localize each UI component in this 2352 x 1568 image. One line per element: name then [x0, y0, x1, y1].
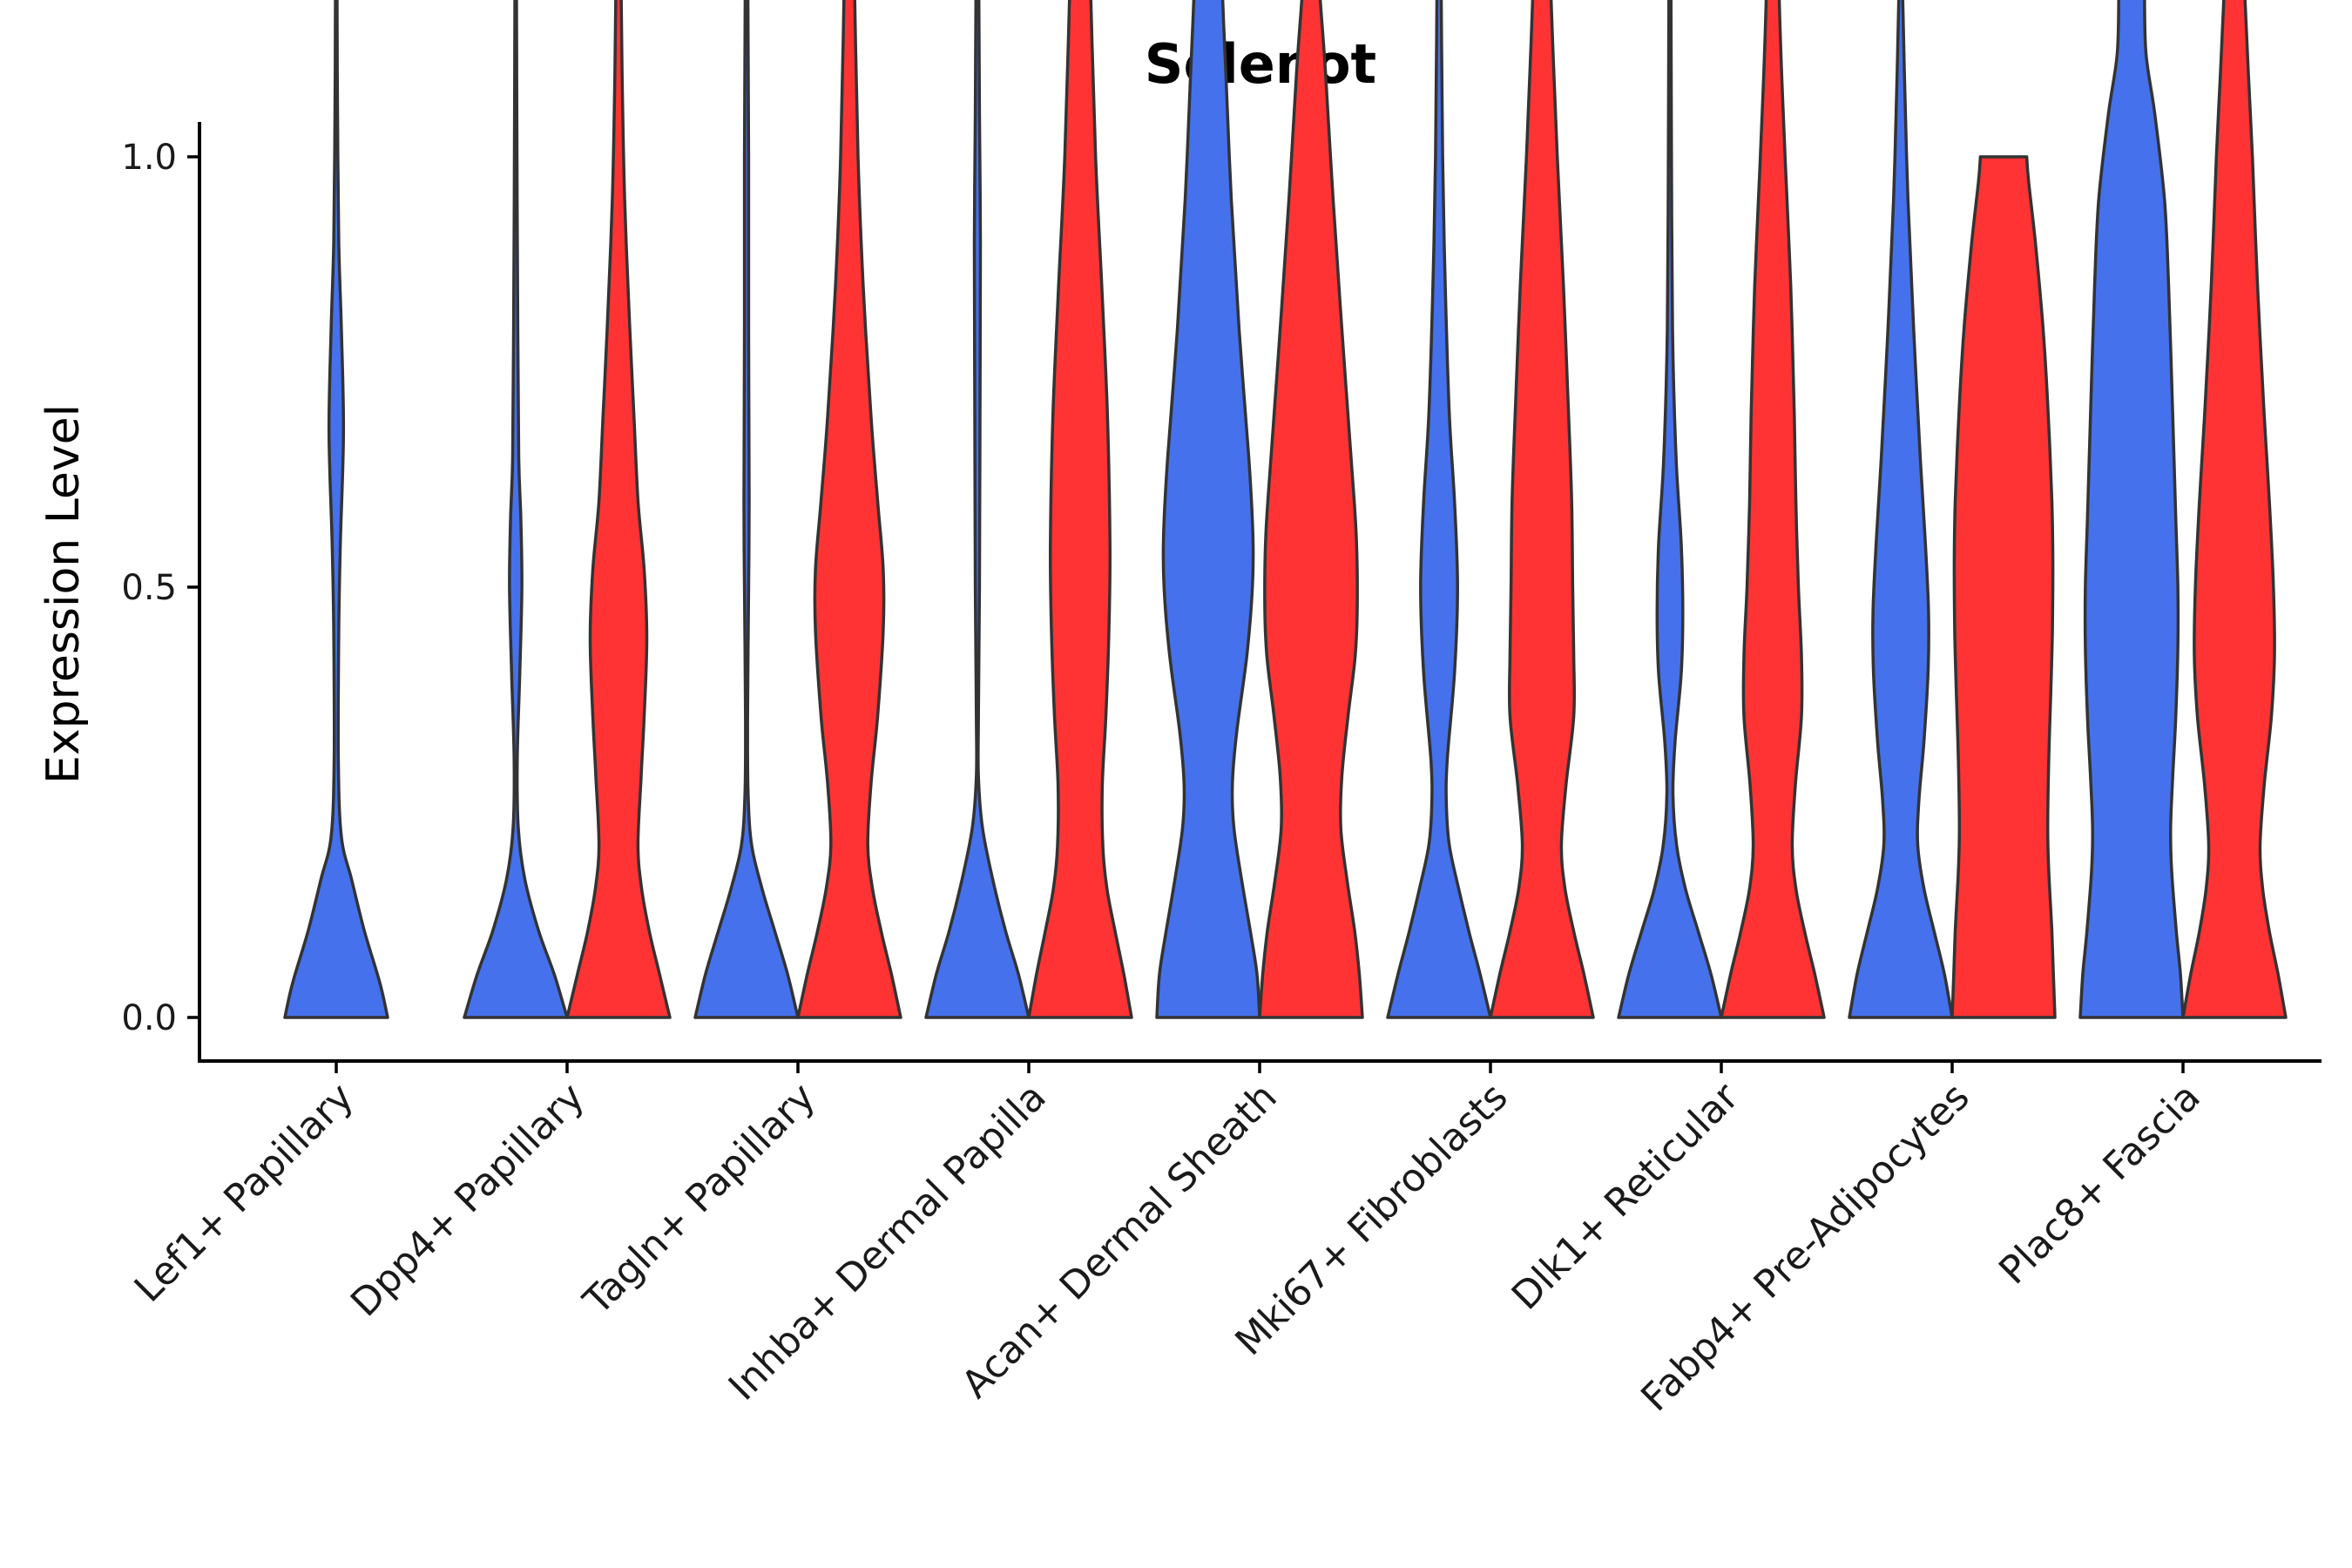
violin-blue-inhba-dermal-papilla [924, 0, 1031, 1019]
violin-blue-mki67-fibroblasts [1386, 0, 1492, 1019]
violins-layer [283, 0, 2288, 1019]
y-axis: 0.00.51.01.52.0 [121, 122, 201, 1063]
violin-blue-dpp4-papillary [463, 0, 569, 1019]
violin-blue-fabp4-pre-adipocytes [1848, 0, 1954, 1019]
violin-red-fabp4-pre-adipocytes [1950, 155, 2057, 1019]
violin-blue-acan-dermal-sheath [1155, 0, 1261, 1019]
violin-blue-tagln-papillary [693, 0, 800, 1019]
x-tick-label: Tagln+ Papillary [575, 1075, 824, 1324]
x-tick-label: Dlk1+ Reticular [1504, 1074, 1748, 1319]
x-tick-label: Lef1+ Papillary [126, 1075, 362, 1311]
violin-red-acan-dermal-sheath [1258, 0, 1364, 1019]
violin-red-dpp4-papillary [565, 0, 672, 1019]
x-tick-label: Plac8+ Fascia [1990, 1075, 2209, 1294]
violin-blue-dlk1-reticular [1617, 0, 1723, 1019]
violin-red-plac8-fascia [2181, 0, 2288, 1019]
x-tick-label: Dpp4+ Papillary [342, 1075, 593, 1326]
violin-blue-lef1-papillary [283, 0, 389, 1019]
violin-red-tagln-papillary [796, 0, 902, 1019]
violin-red-dlk1-reticular [1720, 0, 1826, 1019]
y-tick-label: 0.5 [121, 568, 177, 608]
y-tick-label: 1.0 [121, 138, 177, 178]
y-axis-label: Expression Level [37, 404, 90, 784]
violin-red-inhba-dermal-papilla [1027, 0, 1133, 1019]
chart-title: Selenot [1145, 32, 1376, 96]
violin-red-mki67-fibroblasts [1489, 0, 1595, 1019]
violin-blue-plac8-fascia [2078, 0, 2185, 1019]
y-tick-label: 0.0 [121, 998, 177, 1038]
